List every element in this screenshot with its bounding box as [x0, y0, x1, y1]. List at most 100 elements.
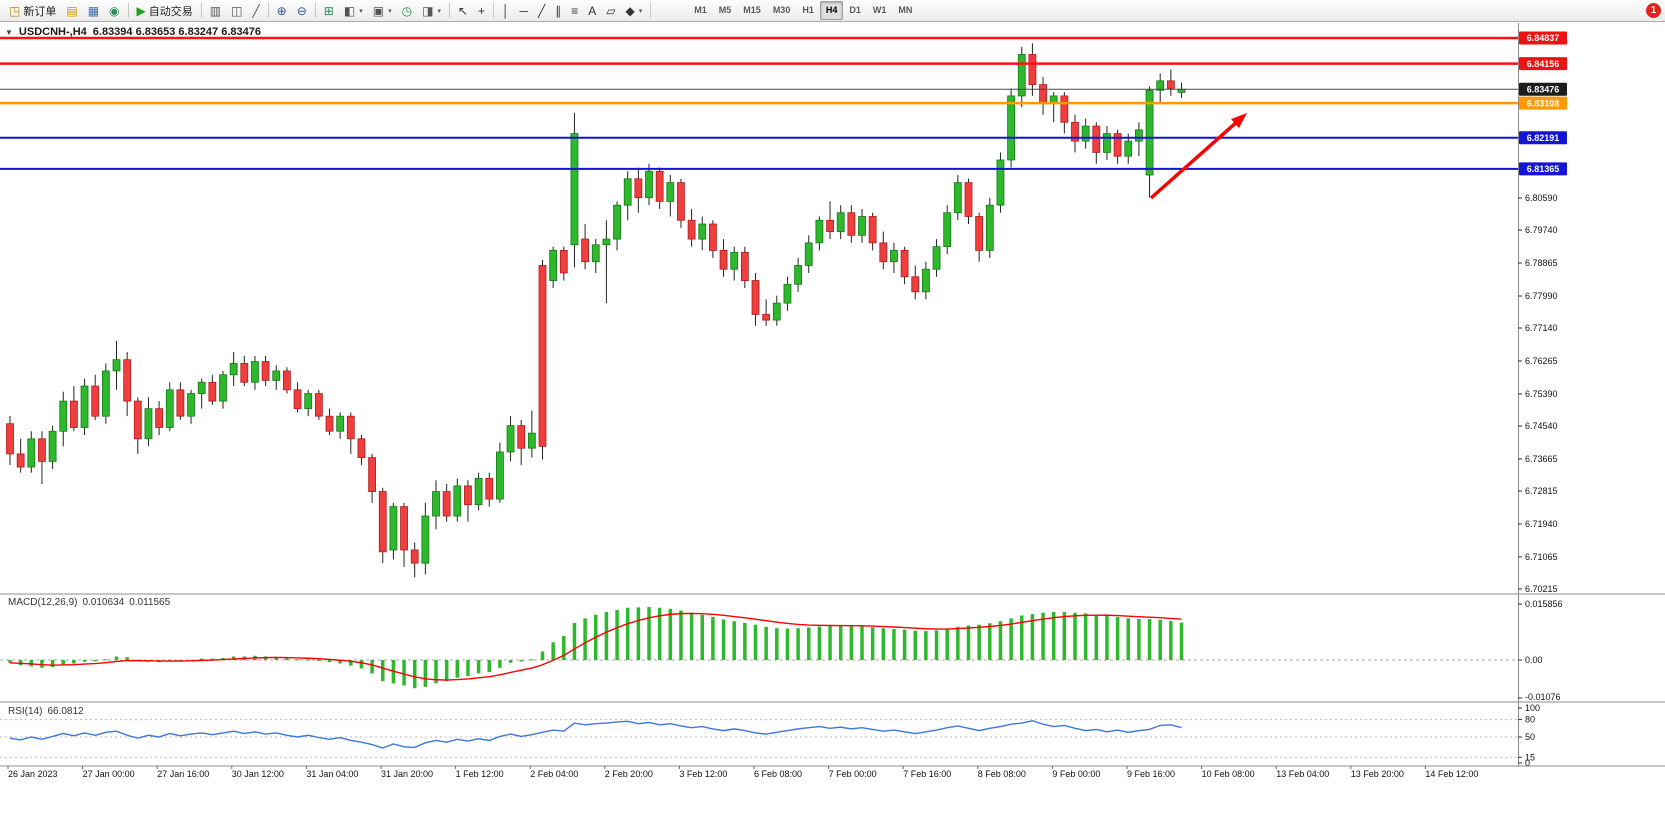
candle-up [1135, 129, 1143, 142]
timeframe-button-m1[interactable]: M1 [694, 5, 707, 15]
rsi-axis-label: 50 [1525, 732, 1535, 742]
timeframe-button-w1[interactable]: W1 [872, 5, 887, 15]
rsi-line [9, 720, 1182, 749]
templates-button[interactable]: ◨ ▾ [417, 1, 446, 21]
candle-up [389, 506, 398, 551]
new-order-button[interactable]: ◳ 新订单 [4, 1, 61, 21]
rsi-pane [0, 719, 1518, 758]
equidistant-channel-button[interactable]: ∥ [550, 1, 566, 21]
profiles-button[interactable]: ▣ ▾ [368, 1, 397, 21]
fibonacci-button[interactable]: ≡ [566, 1, 583, 21]
chart-header: ▼ USDCNH-,H4 6.83394 6.83653 6.83247 6.8… [5, 26, 261, 38]
line-chart-button[interactable]: ╱ [247, 1, 264, 21]
time-tick-label: 7 Feb 00:00 [829, 769, 877, 779]
time-tick-label: 8 Feb 08:00 [978, 769, 1026, 779]
trendline-button[interactable]: ╱ [533, 1, 550, 21]
candle-up [815, 219, 824, 244]
cursor-button[interactable]: ↖ [453, 1, 473, 21]
candle-up [549, 249, 558, 281]
timeframe-button-m5[interactable]: M5 [718, 5, 732, 15]
market-watch-button[interactable]: ▤ [61, 1, 82, 21]
candle-down [1166, 80, 1175, 89]
candle-up [1007, 95, 1015, 161]
time-tick-label: 3 Feb 12:00 [679, 769, 727, 779]
vertical-line-button[interactable]: │ [497, 1, 515, 21]
candle-up [421, 515, 430, 564]
rsi-value: 66.0812 [47, 706, 84, 717]
resistance-line-1-tag [1519, 31, 1567, 45]
time-tick-label: 2 Feb 04:00 [530, 769, 578, 779]
candle-up [187, 393, 195, 417]
candle-up [1145, 89, 1154, 176]
candle-up [783, 283, 792, 304]
bar-chart-button[interactable]: ▥ [205, 1, 226, 21]
timeframe-button-m30[interactable]: M30 [772, 5, 791, 15]
candle-down [1039, 84, 1047, 104]
autotrade-button[interactable]: ▶ 自动交易 [132, 1, 198, 21]
macd-axis-label: -0.01076 [1525, 692, 1561, 702]
crosshair-button[interactable]: + [473, 1, 490, 21]
candle-up [506, 425, 515, 453]
toolbar: ◳ 新订单 ▤ ▦ ◉ ▶ 自动交易 ▥ ◫ ╱ ⊕ ⊖ ⊞ ◧ ▾ ▣ ▾ ◷ ◨ ▾ ↖ + │ ─ ╱ ∥ ≡ A ▱ ◆… [0, 0, 1665, 22]
candle-down [410, 549, 419, 564]
pivot-line-tag [1519, 96, 1567, 110]
candle-down [442, 491, 451, 517]
candle-up [1103, 133, 1111, 153]
one-click-trading-toggle[interactable]: ▼ [5, 27, 13, 37]
candle-up [1156, 80, 1165, 91]
candle-down [517, 425, 526, 449]
price-axis[interactable]: 6.80590 6.79740 6.78865 6.77990 6.77140 6.762… [1518, 31, 1567, 594]
candle-down [687, 219, 696, 240]
candle-down [719, 249, 728, 270]
candle-down [868, 216, 877, 244]
candle-down [634, 178, 643, 199]
candle-up [666, 182, 675, 202]
toolbar-separator [314, 3, 316, 18]
timeframe-button-d1[interactable]: D1 [849, 5, 861, 15]
candle-up [985, 204, 994, 251]
autotrade-label: 自动交易 [148, 5, 193, 18]
candlestick-chart-button[interactable]: ◫ [226, 1, 247, 21]
timeframe-button-h1[interactable]: H1 [802, 5, 814, 15]
zoom-in-button[interactable]: ⊕ [272, 1, 292, 21]
notification-badge[interactable]: 1 [1646, 3, 1661, 18]
text-label-button[interactable]: ▱ [601, 1, 620, 21]
tile-windows-button[interactable]: ⊞ [319, 1, 339, 21]
new-chart-button[interactable]: ◧ ▾ [339, 1, 368, 21]
price-tag-label: 6.83108 [1527, 98, 1560, 108]
alerts-clock-button[interactable]: ◷ [397, 1, 417, 21]
resistance-line-2-tag [1519, 57, 1567, 71]
shapes-button[interactable]: ◆ ▾ [621, 1, 648, 21]
templates-icon: ◨ [422, 3, 434, 18]
time-axis[interactable]: 26 Jan 2023 27 Jan 00:00 27 Jan 16:00 30 Ja… [7, 766, 1478, 779]
trend-arrow[interactable] [1149, 113, 1247, 200]
time-tick-label: 7 Feb 16:00 [903, 769, 951, 779]
timeframe-button-mn[interactable]: MN [898, 5, 913, 15]
market-watch-icon: ▤ [66, 3, 78, 18]
rsi-axis-label: 80 [1525, 715, 1535, 725]
zoom-out-button[interactable]: ⊖ [292, 1, 312, 21]
profiles-icon: ▣ [372, 3, 385, 18]
horizontal-line-button[interactable]: ─ [515, 1, 534, 21]
macd-axis-label: 0.015856 [1525, 599, 1563, 609]
candle-up [336, 415, 345, 432]
toolbar-separator [200, 3, 202, 18]
timeframe-button-m15[interactable]: M15 [743, 5, 761, 15]
candle-up [48, 430, 57, 462]
time-tick-label: 27 Jan 16:00 [157, 769, 209, 779]
candle-down [740, 251, 749, 281]
navigator-button[interactable]: ◉ [104, 1, 124, 21]
candle-up [101, 370, 110, 417]
time-tick-label: 13 Feb 04:00 [1276, 769, 1329, 779]
time-tick-label: 9 Feb 00:00 [1052, 769, 1100, 779]
candle-up [144, 408, 153, 440]
candle-up [272, 370, 281, 381]
toolbar-separator [448, 3, 450, 18]
candle-up [112, 359, 121, 372]
rsi-axis-label: 0 [1525, 758, 1530, 768]
timeframe-button-h4[interactable]: H4 [819, 1, 844, 20]
text-button[interactable]: A [583, 1, 601, 21]
data-window-button[interactable]: ▦ [83, 1, 104, 21]
